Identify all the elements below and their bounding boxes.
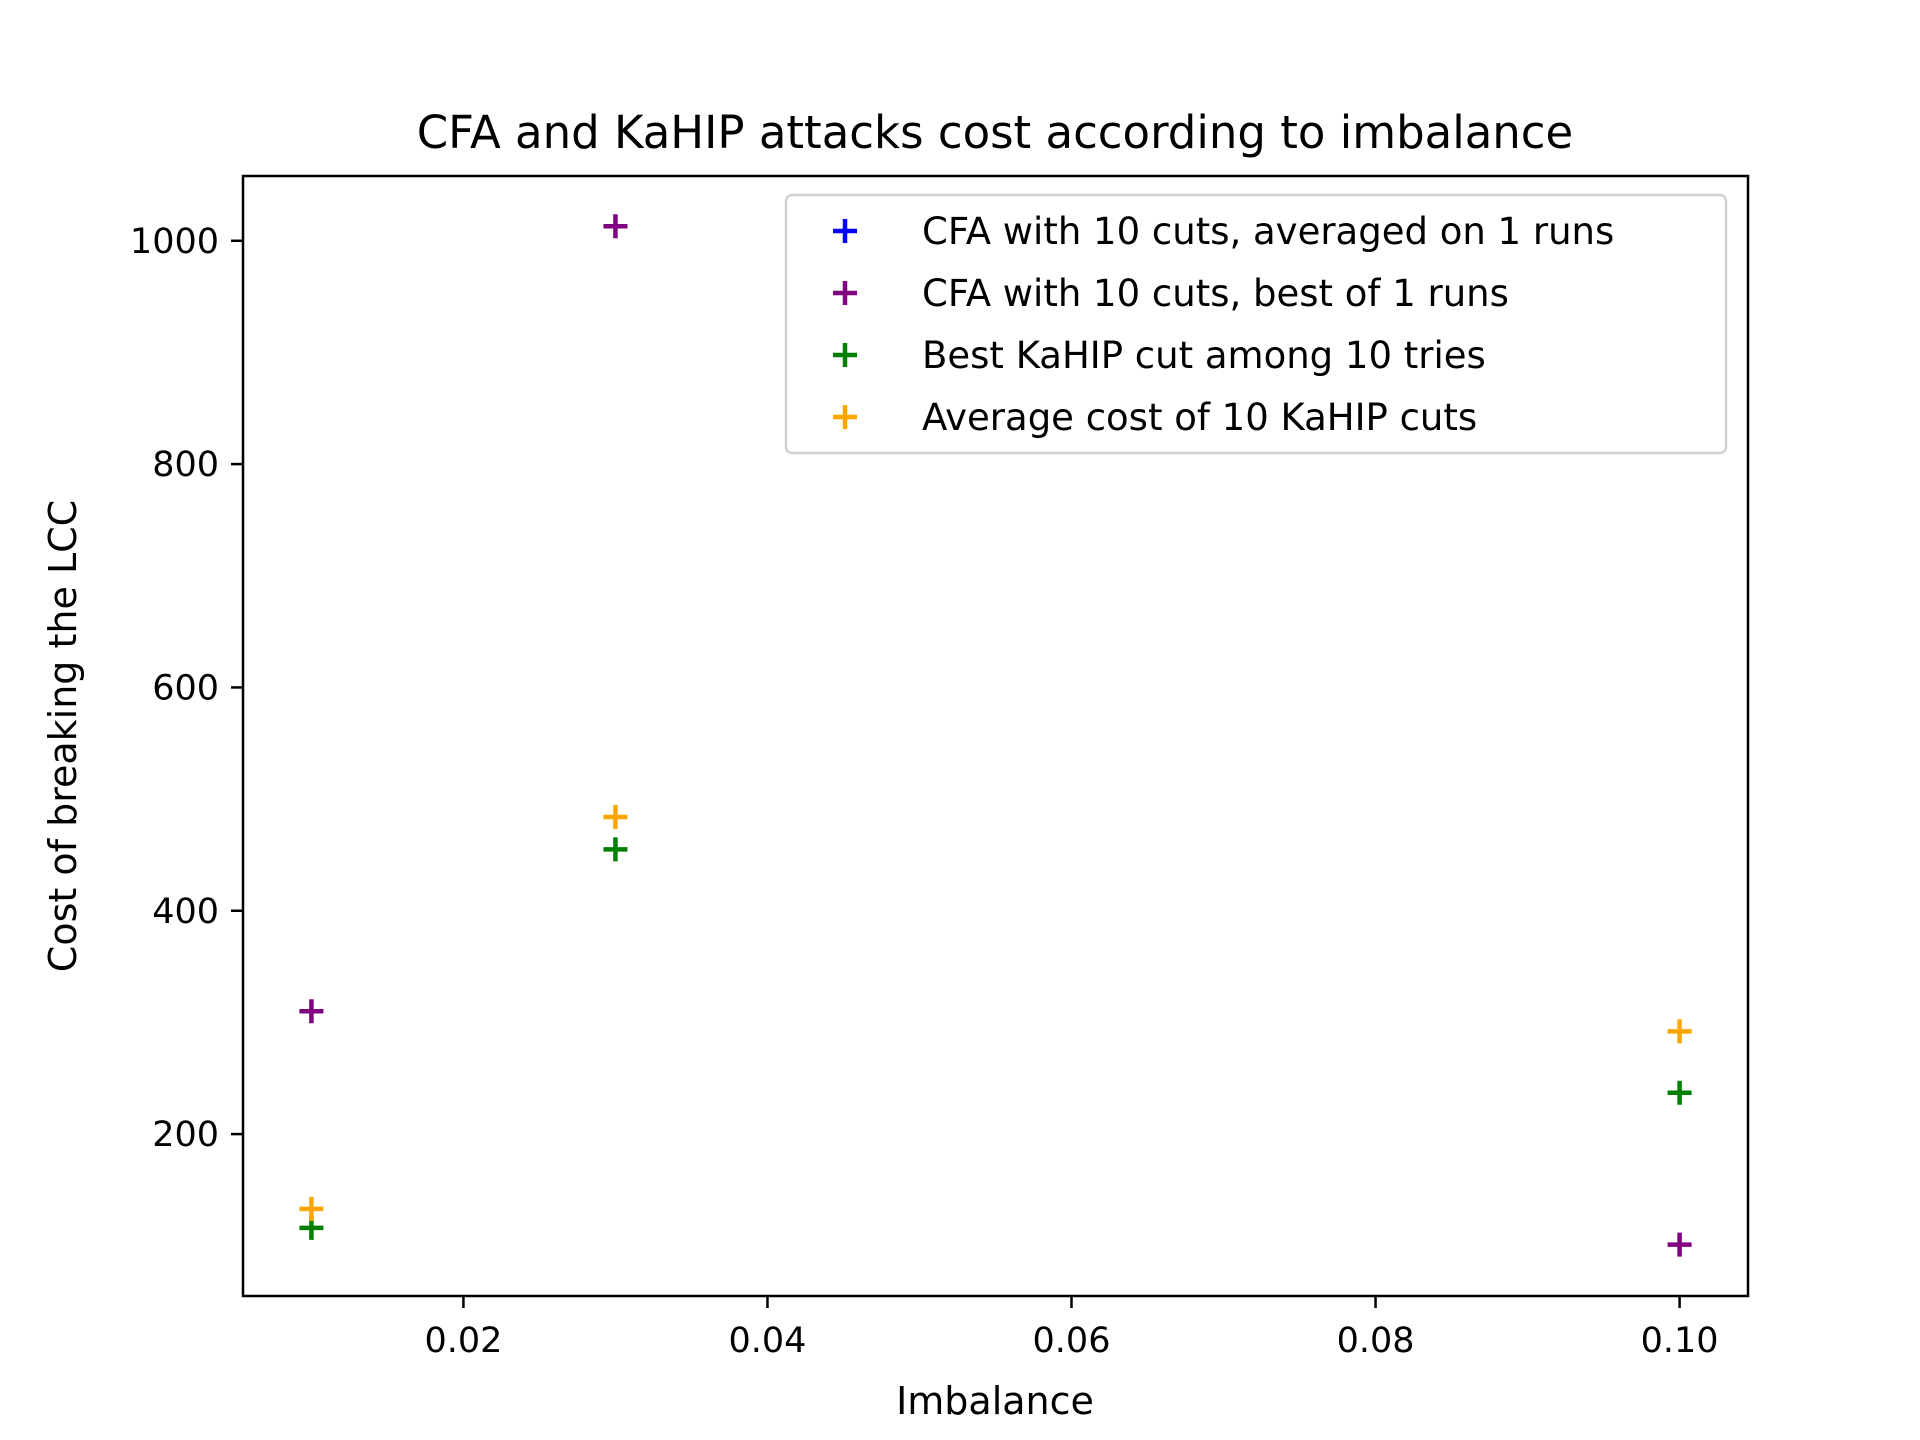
data-point: [603, 837, 628, 862]
plot-frame: [241, 174, 1750, 1298]
legend-marker: [833, 343, 857, 367]
y-tick-label: 200: [152, 1115, 219, 1155]
x-tick-label: 0.02: [424, 1321, 502, 1361]
legend-label: CFA with 10 cuts, averaged on 1 runs: [922, 210, 1614, 253]
x-tick-label: 0.06: [1033, 1321, 1111, 1361]
data-point: [299, 999, 324, 1024]
legend-marker: [833, 281, 857, 305]
data-point: [603, 804, 628, 829]
legend-label: Best KaHIP cut among 10 tries: [922, 334, 1486, 377]
x-tick-label: 0.08: [1337, 1321, 1415, 1361]
data-point: [1667, 1232, 1692, 1257]
legend-marker: [833, 405, 857, 429]
y-tick-label: 600: [152, 668, 219, 708]
chart-title: CFA and KaHIP attacks cost according to …: [417, 106, 1573, 159]
x-axis-label: Imbalance: [896, 1379, 1094, 1423]
legend: CFA with 10 cuts, averaged on 1 runs CFA …: [784, 193, 1728, 455]
legend-label: Average cost of 10 KaHIP cuts: [922, 396, 1477, 439]
y-tick-label: 800: [152, 445, 219, 485]
legend-marker: [833, 219, 857, 243]
points-layer: [299, 214, 1692, 1257]
data-point: [603, 214, 628, 239]
y-axis-label: Cost of breaking the LCC: [41, 500, 85, 972]
data-point: [1667, 1080, 1692, 1105]
data-point: [299, 1196, 324, 1221]
x-tick-label: 0.10: [1641, 1321, 1719, 1361]
x-axis: 0.02 0.04 0.06 0.08 0.10: [424, 1296, 1719, 1361]
y-axis: 200 400 600 800 1000: [130, 222, 243, 1155]
data-point: [1667, 1019, 1692, 1044]
y-tick-label: 1000: [130, 222, 219, 262]
legend-label: CFA with 10 cuts, best of 1 runs: [922, 272, 1509, 315]
y-tick-label: 400: [152, 892, 219, 932]
legend-box: [784, 193, 1728, 455]
x-tick-label: 0.04: [729, 1321, 807, 1361]
